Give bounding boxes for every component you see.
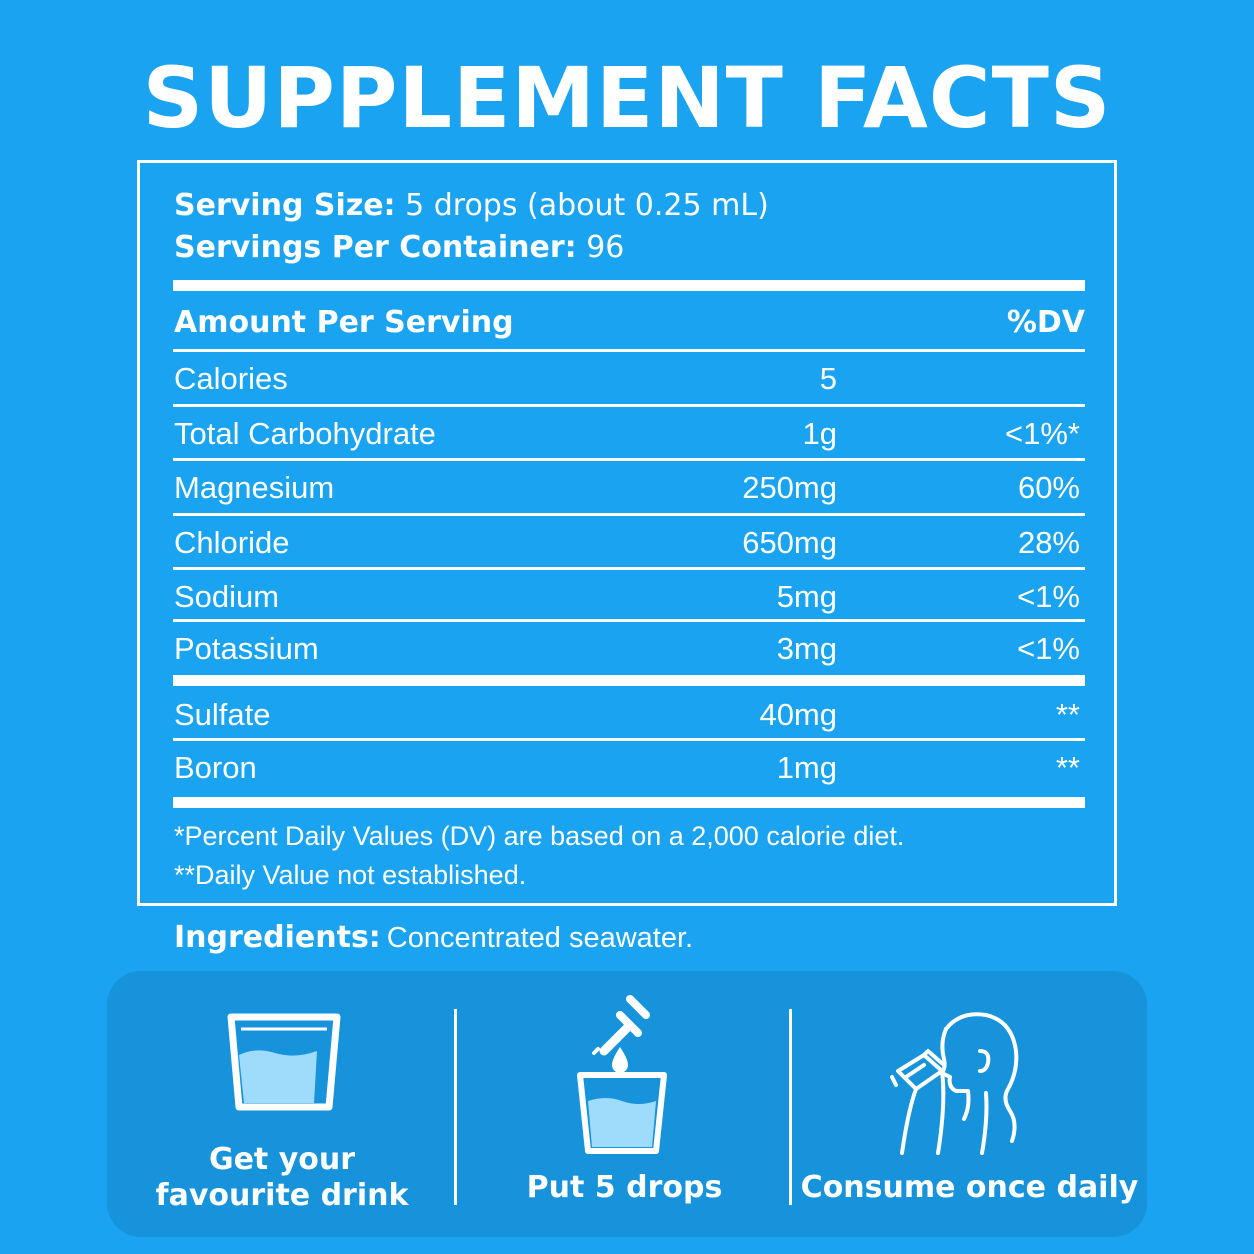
nutrient-amount: 1mg — [776, 750, 837, 785]
nutrient-name: Chloride — [174, 525, 290, 560]
table-row: Potassium 3mg <1% — [173, 622, 1085, 674]
step-label: favourite drink — [155, 1178, 409, 1213]
ingredients: Ingredients: Concentrated seawater. — [174, 918, 693, 958]
table-row: Calories 5 — [173, 352, 1085, 404]
nutrient-dv: <1%* — [1005, 416, 1080, 451]
servings-per-container-value: 96 — [586, 230, 625, 265]
nutrient-amount: 5mg — [776, 579, 837, 614]
divider — [173, 738, 1085, 741]
nutrient-amount: 5 — [819, 361, 837, 396]
thick-divider — [173, 797, 1085, 808]
serving-size: Serving Size: 5 drops (about 0.25 mL) — [174, 186, 769, 226]
footnote-not-established: **Daily Value not established. — [174, 860, 527, 890]
divider — [173, 458, 1085, 461]
step-label: Consume once daily — [800, 1170, 1139, 1205]
page-title: SUPPLEMENT FACTS — [142, 49, 1112, 147]
nutrient-name: Magnesium — [174, 470, 335, 505]
step-label: Put 5 drops — [526, 1170, 723, 1205]
step-divider — [789, 1009, 792, 1205]
servings-per-container-label: Servings Per Container: — [174, 230, 577, 265]
nutrient-dv: ** — [1055, 750, 1080, 785]
dv-header: %DV — [1006, 305, 1085, 340]
serving-size-label: Serving Size: — [174, 188, 396, 223]
servings-per-container: Servings Per Container: 96 — [174, 228, 624, 268]
nutrient-name: Total Carbohydrate — [174, 416, 436, 451]
step-get-drink: Get your favourite drink — [107, 971, 457, 1237]
dropper-glass-icon — [577, 995, 667, 1154]
nutrient-dv: 28% — [1017, 525, 1080, 560]
nutrient-name: Sulfate — [174, 697, 271, 732]
nutrient-amount: 650mg — [742, 525, 837, 560]
supplement-facts-panel — [137, 160, 1117, 906]
nutrient-amount: 1g — [802, 416, 837, 451]
table-row: Sulfate 40mg ** — [173, 688, 1085, 740]
step-divider — [454, 1009, 457, 1205]
step-put-drops: Put 5 drops — [457, 971, 792, 1237]
nutrient-dv: <1% — [1017, 631, 1080, 666]
nutrient-dv: <1% — [1017, 579, 1080, 614]
divider — [173, 349, 1085, 352]
table-header: Amount Per Serving %DV — [173, 296, 1085, 348]
glass-icon — [227, 1013, 341, 1111]
nutrient-amount: 250mg — [742, 470, 837, 505]
thick-divider — [173, 280, 1085, 291]
table-row: Magnesium 250mg 60% — [173, 461, 1085, 513]
footnote-dv: *Percent Daily Values (DV) are based on … — [174, 821, 905, 851]
step-label: Get your — [208, 1142, 356, 1177]
ingredients-label: Ingredients: — [174, 920, 381, 955]
thick-divider — [173, 675, 1085, 686]
nutrient-amount: 40mg — [759, 697, 837, 732]
nutrient-name: Sodium — [174, 579, 280, 614]
nutrient-name: Potassium — [174, 631, 319, 666]
nutrient-dv: 60% — [1017, 470, 1080, 505]
divider — [173, 567, 1085, 570]
nutrient-name: Boron — [174, 750, 257, 785]
divider — [173, 619, 1085, 622]
amount-per-serving-header: Amount Per Serving — [174, 305, 514, 340]
ingredients-value: Concentrated seawater. — [386, 922, 694, 954]
usage-steps-panel: Get your favourite drink Put 5 drops — [107, 971, 1147, 1237]
table-row: Chloride 650mg 28% — [173, 516, 1085, 568]
divider — [173, 513, 1085, 516]
nutrient-dv: ** — [1055, 697, 1080, 732]
table-row: Total Carbohydrate 1g <1%* — [173, 407, 1085, 459]
nutrient-amount: 3mg — [776, 631, 837, 666]
serving-size-value: 5 drops (about 0.25 mL) — [405, 188, 769, 223]
person-drinking-icon — [890, 1012, 1019, 1155]
step-consume-daily: Consume once daily — [792, 971, 1147, 1237]
divider — [173, 404, 1085, 407]
nutrient-name: Calories — [174, 361, 288, 396]
table-row: Sodium 5mg <1% — [173, 570, 1085, 622]
table-row: Boron 1mg ** — [173, 741, 1085, 793]
